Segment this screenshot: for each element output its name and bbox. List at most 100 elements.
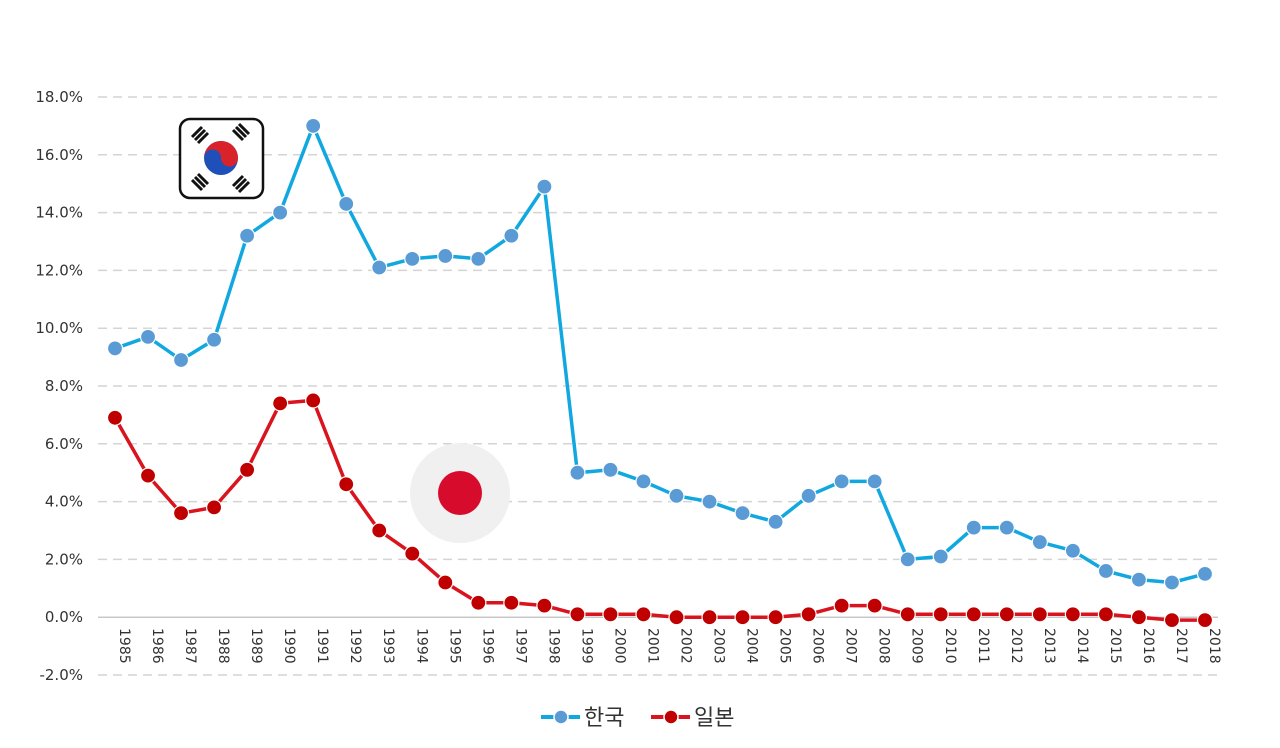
data-point[interactable] [965, 519, 982, 536]
data-point[interactable] [536, 597, 553, 614]
data-point[interactable] [1196, 611, 1214, 629]
data-point[interactable] [701, 609, 718, 626]
data-point[interactable] [1196, 565, 1214, 582]
data-point[interactable] [734, 505, 751, 522]
x-tick-label: 1987 [182, 628, 198, 664]
data-point[interactable] [139, 467, 157, 484]
data-point[interactable] [106, 409, 124, 426]
data-point[interactable] [866, 597, 883, 614]
legend-item-japan[interactable]: 일본 [651, 706, 734, 731]
data-point[interactable] [569, 464, 586, 481]
data-point[interactable] [701, 493, 718, 510]
data-point[interactable] [998, 519, 1015, 536]
x-tick-label: 2015 [1107, 628, 1123, 664]
legend-item-korea[interactable]: 한국 [541, 706, 624, 731]
y-axis-ticks: -2.0% 0.0% 2.0% 4.0% 6.0% 8.0% 10.0% 12.0% 14.0%… [35, 88, 83, 684]
x-tick-label: 1998 [545, 628, 561, 664]
data-point[interactable] [371, 522, 388, 539]
x-axis-ticks: 1985 1986 1987 1988 1989 1990 1991 1992 1993 1994… [116, 628, 1222, 664]
data-point[interactable] [1097, 606, 1115, 623]
data-point[interactable] [1097, 562, 1115, 580]
data-point[interactable] [239, 461, 256, 478]
x-tick-label: 1989 [248, 628, 264, 664]
x-tick-label: 1999 [578, 628, 594, 664]
data-point[interactable] [239, 227, 256, 244]
data-point[interactable] [932, 548, 949, 565]
data-point[interactable] [635, 473, 652, 490]
data-point[interactable] [338, 195, 355, 213]
y-tick-label: 4.0% [45, 493, 83, 511]
data-point[interactable] [800, 606, 817, 623]
x-tick-label: 2007 [843, 628, 859, 664]
y-tick-label: 16.0% [35, 146, 83, 164]
x-tick-label: 1988 [215, 628, 231, 664]
legend: 한국 일본 [541, 706, 734, 731]
y-tick-label: 0.0% [45, 608, 83, 626]
data-point[interactable] [205, 331, 223, 348]
data-point[interactable] [1163, 611, 1181, 629]
data-point[interactable] [404, 250, 421, 267]
x-tick-label: 2001 [644, 628, 660, 664]
x-tick-label: 1991 [314, 628, 330, 664]
data-point[interactable] [998, 606, 1015, 623]
data-point[interactable] [899, 551, 916, 568]
data-point[interactable] [106, 340, 124, 357]
data-point[interactable] [437, 574, 454, 591]
data-point[interactable] [371, 259, 388, 276]
y-tick-label: 8.0% [45, 377, 83, 395]
data-point[interactable] [272, 204, 289, 221]
data-point[interactable] [536, 178, 553, 195]
x-tick-label: 2010 [942, 628, 958, 664]
data-point[interactable] [1163, 574, 1181, 591]
data-point[interactable] [569, 606, 586, 623]
data-point[interactable] [767, 609, 784, 626]
data-point[interactable] [833, 597, 850, 614]
data-point[interactable] [602, 461, 619, 478]
data-point[interactable] [767, 513, 784, 530]
x-tick-label: 2016 [1140, 628, 1156, 664]
data-point[interactable] [470, 594, 487, 611]
data-point[interactable] [139, 328, 157, 345]
data-point[interactable] [932, 606, 949, 623]
data-point[interactable] [503, 594, 520, 611]
data-point[interactable] [668, 609, 685, 626]
x-tick-label: 2005 [777, 628, 793, 664]
data-point[interactable] [1130, 609, 1148, 626]
data-point[interactable] [1064, 542, 1081, 559]
x-tick-label: 2012 [1008, 628, 1024, 664]
data-point[interactable] [172, 351, 190, 369]
data-point[interactable] [602, 606, 619, 623]
data-point[interactable] [734, 609, 751, 626]
data-point[interactable] [338, 476, 355, 493]
x-tick-label: 2000 [611, 628, 627, 664]
y-tick-label: 10.0% [35, 319, 83, 337]
x-tick-label: 2011 [975, 628, 991, 664]
data-point[interactable] [470, 250, 487, 267]
data-point[interactable] [305, 392, 322, 409]
data-point[interactable] [272, 395, 289, 412]
series-lines [106, 117, 1214, 629]
data-point[interactable] [899, 606, 916, 623]
x-tick-label: 1997 [512, 628, 528, 664]
data-point[interactable] [833, 473, 850, 490]
x-tick-label: 2014 [1074, 628, 1090, 664]
y-tick-label: 2.0% [45, 550, 83, 568]
data-point[interactable] [503, 227, 520, 244]
data-point[interactable] [172, 505, 190, 522]
data-point[interactable] [800, 487, 817, 504]
data-point[interactable] [404, 545, 421, 562]
data-point[interactable] [1064, 606, 1081, 623]
data-point[interactable] [1031, 533, 1048, 551]
x-tick-label: 2002 [678, 628, 694, 664]
data-point[interactable] [866, 473, 883, 490]
data-point[interactable] [305, 117, 322, 135]
data-point[interactable] [1130, 571, 1148, 588]
x-tick-label: 2018 [1206, 628, 1222, 664]
data-point[interactable] [965, 606, 982, 623]
data-point[interactable] [635, 606, 652, 623]
data-point[interactable] [437, 247, 454, 265]
data-point[interactable] [668, 487, 685, 504]
data-point[interactable] [205, 499, 223, 516]
data-point[interactable] [1031, 606, 1048, 623]
